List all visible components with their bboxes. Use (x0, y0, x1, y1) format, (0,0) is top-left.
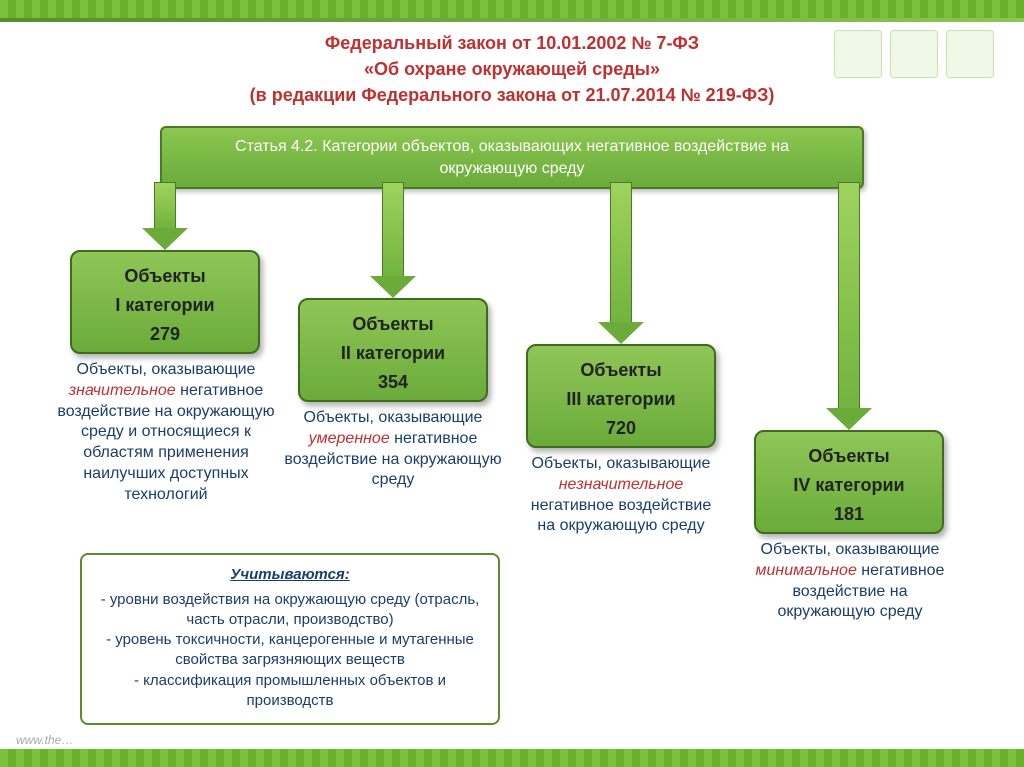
desc-pre: Объекты, оказывающие (761, 541, 940, 558)
arrow-shaft (838, 182, 860, 408)
arrow-head-icon (370, 276, 416, 298)
top-stripe (0, 0, 1024, 18)
desc-emphasis: незначительное (559, 476, 684, 493)
title-line-2: «Об охране окружающей среды» (0, 56, 1024, 82)
category-box-1: ОбъектыI категории279 (70, 250, 260, 354)
category-label: Объекты (762, 442, 936, 471)
category-box-3: ОбъектыIII категории720 (526, 344, 716, 448)
footer-url: www.the… (16, 733, 73, 747)
arrow-1 (142, 182, 188, 250)
factors-item: - классификация промышленных объектов и … (96, 671, 484, 712)
category-count: 181 (762, 500, 936, 529)
arrow-head-icon (826, 408, 872, 430)
category-label: III категории (534, 385, 708, 414)
category-label: IV категории (762, 471, 936, 500)
arrow-4 (826, 182, 872, 430)
desc-emphasis: значительное (69, 382, 176, 399)
category-label: II категории (306, 339, 480, 368)
arrow-head-icon (598, 322, 644, 344)
desc-post: негативное воздействие на окружающую сре… (57, 382, 274, 503)
desc-pre: Объекты, оказывающие (304, 409, 483, 426)
arrow-2 (370, 182, 416, 298)
arrow-head-icon (142, 228, 188, 250)
arrow-shaft (610, 182, 632, 322)
arrow-shaft (154, 182, 176, 228)
desc-pre: Объекты, оказывающие (77, 361, 256, 378)
article-banner: Статья 4.2. Категории объектов, оказываю… (160, 126, 864, 189)
title-line-1: Федеральный закон от 10.01.2002 № 7-ФЗ (0, 30, 1024, 56)
factors-item: - уровень токсичности, канцерогенные и м… (96, 630, 484, 671)
category-count: 720 (534, 414, 708, 443)
desc-emphasis: умеренное (309, 430, 390, 447)
category-label: Объекты (78, 262, 252, 291)
header-divider (0, 18, 1024, 22)
category-desc-3: Объекты, оказывающие незначительное нега… (520, 454, 722, 537)
category-box-4: ОбъектыIV категории181 (754, 430, 944, 534)
arrow-3 (598, 182, 644, 344)
title-line-3: (в редакции Федерального закона от 21.07… (0, 82, 1024, 108)
factors-box: Учитываются: - уровни воздействия на окр… (80, 553, 500, 725)
arrow-shaft (382, 182, 404, 276)
category-label: Объекты (306, 310, 480, 339)
page-title: Федеральный закон от 10.01.2002 № 7-ФЗ «… (0, 30, 1024, 108)
category-label: Объекты (534, 356, 708, 385)
factors-item: - уровни воздействия на окружающую среду… (96, 590, 484, 631)
desc-post: негативное воздействие на окружающую сре… (531, 497, 711, 535)
category-desc-1: Объекты, оказывающие значительное негати… (50, 360, 282, 506)
category-count: 279 (78, 320, 252, 349)
category-label: I категории (78, 291, 252, 320)
factors-header: Учитываются: (96, 565, 484, 585)
category-desc-2: Объекты, оказывающие умеренное негативно… (282, 408, 504, 491)
bottom-stripe (0, 749, 1024, 767)
category-box-2: ОбъектыII категории354 (298, 298, 488, 402)
category-count: 354 (306, 368, 480, 397)
desc-pre: Объекты, оказывающие (532, 455, 711, 472)
category-desc-4: Объекты, оказывающие минимальное негатив… (744, 540, 956, 623)
desc-emphasis: минимальное (756, 562, 857, 579)
